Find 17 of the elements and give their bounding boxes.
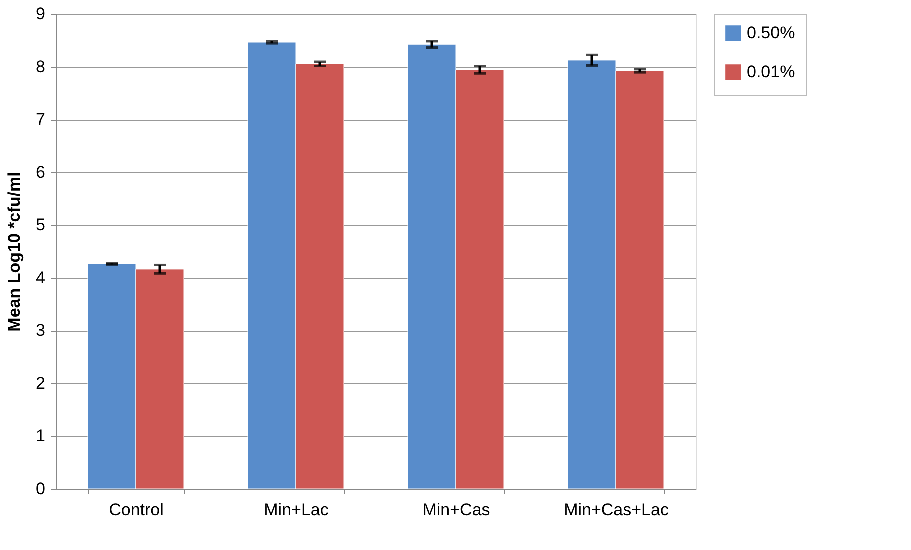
x-tick-label: Min+Cas <box>422 500 490 520</box>
x-tick-label: Min+Lac <box>264 500 330 520</box>
legend-label: 0.50% <box>747 24 796 42</box>
y-tick-label: 5 <box>36 216 46 235</box>
legend-label: 0.01% <box>747 62 796 82</box>
y-tick-label: 7 <box>36 110 46 130</box>
y-tick-label: 8 <box>36 57 46 76</box>
y-tick-label: 3 <box>36 321 46 340</box>
y-tick-label: 2 <box>36 374 46 393</box>
y-axis-title: Mean Log10 *cfu/ml <box>5 172 24 332</box>
y-tick-label: 0 <box>36 480 46 498</box>
y-tick-label: 9 <box>36 4 46 24</box>
x-tick-label: Control <box>109 500 164 520</box>
y-tick-label: 6 <box>36 162 46 182</box>
y-tick-label: 1 <box>36 426 46 446</box>
y-tick-label: 4 <box>36 268 46 288</box>
x-tick-label: Min+Cas+Lac <box>564 500 670 520</box>
